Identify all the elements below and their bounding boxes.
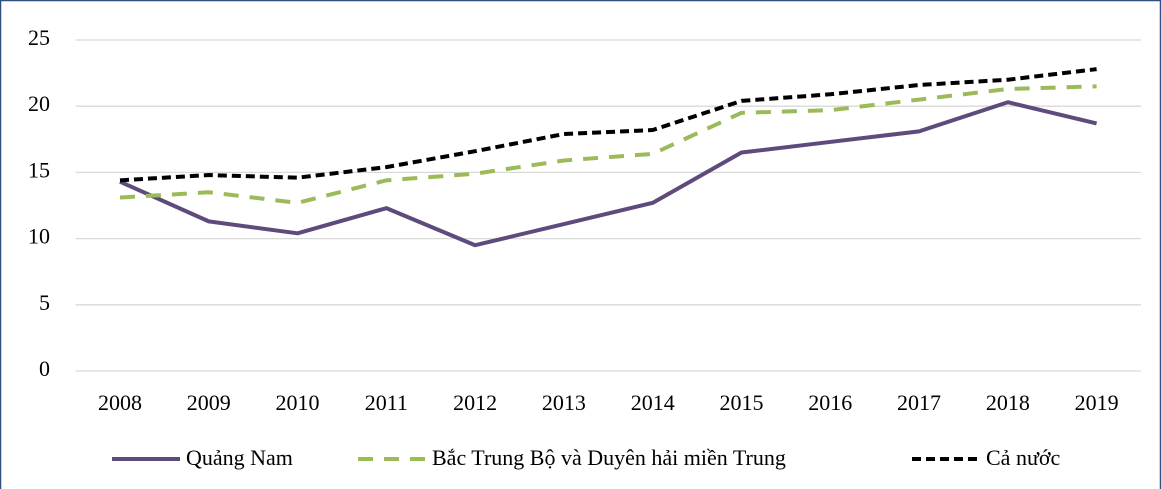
series-line	[119, 84, 1097, 205]
x-tick-label: 2010	[276, 390, 320, 415]
x-tick-label: 2017	[897, 390, 941, 415]
y-tick-label: 25	[28, 25, 50, 50]
x-tick-label: 2012	[453, 390, 497, 415]
x-tick-label: 2011	[365, 390, 408, 415]
legend-label: Bắc Trung Bộ và Duyên hải miền Trung	[432, 445, 786, 470]
legend-label: Cả nước	[986, 445, 1060, 470]
series-line	[119, 67, 1097, 183]
legend-label: Quảng Nam	[186, 445, 293, 470]
y-tick-label: 0	[39, 356, 50, 381]
y-tick-label: 10	[28, 224, 50, 249]
x-tick-label: 2016	[808, 390, 852, 415]
x-tick-label: 2015	[719, 390, 763, 415]
y-tick-label: 5	[39, 290, 50, 315]
x-tick-label: 2013	[542, 390, 586, 415]
x-tick-label: 2008	[98, 390, 142, 415]
x-tick-label: 2014	[631, 390, 675, 415]
x-tick-label: 2009	[187, 390, 231, 415]
y-tick-label: 15	[28, 157, 50, 182]
x-tick-label: 2019	[1075, 390, 1119, 415]
series-line	[119, 100, 1098, 248]
y-tick-label: 20	[28, 91, 50, 116]
x-tick-label: 2018	[986, 390, 1030, 415]
